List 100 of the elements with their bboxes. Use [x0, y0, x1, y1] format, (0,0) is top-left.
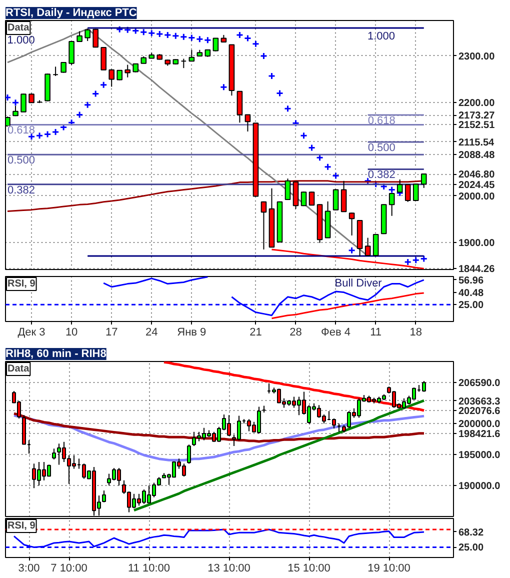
point	[116, 26, 124, 34]
series-label: 0.500	[8, 154, 36, 167]
point	[44, 130, 52, 138]
candlestick	[52, 448, 56, 460]
candlestick	[348, 212, 355, 236]
point	[148, 29, 156, 37]
point	[164, 31, 172, 39]
y-tick-label: 200000.0	[458, 419, 501, 430]
candlestick	[68, 40, 74, 66]
x-tick-label: 21	[250, 326, 262, 338]
point	[84, 101, 92, 109]
x-tick-label: 11	[370, 326, 382, 338]
y-tick-label: 195000.0	[458, 450, 501, 461]
y-tick-label: 2000.00	[458, 191, 496, 202]
point	[412, 256, 420, 264]
point	[276, 89, 284, 97]
x-tick-label: Дек 3	[18, 326, 46, 338]
point	[36, 132, 44, 140]
candlestick	[84, 28, 90, 42]
candlestick	[404, 184, 411, 202]
point	[388, 186, 396, 194]
candlestick	[236, 90, 243, 124]
line-series	[270, 292, 425, 320]
candlestick	[412, 183, 419, 202]
point	[268, 72, 276, 80]
chart-subtitle: Data	[8, 364, 30, 374]
point	[156, 30, 164, 38]
chart-title: RTSI, Daily - Индекс РТС	[6, 7, 137, 19]
point	[188, 34, 196, 42]
candlestick	[180, 58, 187, 69]
y-tick-label: 1900.00	[458, 238, 496, 249]
point	[292, 119, 300, 127]
point	[172, 32, 180, 40]
candlestick	[364, 237, 371, 256]
series-label: 0.618	[368, 115, 396, 128]
point	[204, 36, 212, 44]
candlestick	[292, 181, 299, 210]
x-tick-label: 17	[105, 326, 118, 338]
candlestick	[188, 49, 195, 62]
point	[236, 31, 244, 39]
candlestick	[260, 200, 267, 250]
chart-subtitle: Data	[8, 22, 30, 34]
y-tick-label: 40.48	[458, 288, 484, 300]
point	[220, 83, 228, 91]
x-tick-label: Фев 4	[321, 326, 351, 338]
line-series	[132, 399, 426, 512]
point	[348, 246, 356, 254]
series-label: 0.500	[368, 142, 396, 154]
point	[300, 132, 308, 140]
x-tick-label: Янв 9	[177, 326, 206, 338]
point	[324, 163, 332, 171]
x-tick-label: 24	[146, 326, 158, 338]
y-tick-label: 25.00	[458, 542, 484, 554]
y-tick-label: 190000.0	[458, 481, 501, 492]
y-tick-label: 2115.54	[458, 137, 495, 148]
y-tick-label: 68.32	[458, 527, 484, 538]
point	[404, 258, 412, 266]
annotation: 1.000	[7, 34, 35, 46]
x-tick-label: 15 10:00	[288, 562, 330, 574]
candlestick	[244, 114, 251, 132]
candlestick	[100, 47, 106, 70]
y-tick-label: 2024.45	[458, 180, 496, 191]
candlestick	[187, 444, 191, 464]
candlestick	[332, 188, 339, 210]
y-tick-label: 25.00	[458, 300, 484, 312]
x-tick-label: 13 10:00	[208, 562, 250, 574]
point	[180, 33, 188, 41]
candlestick	[108, 69, 114, 88]
y-tick-label: 2088.48	[458, 150, 496, 162]
candlestick	[76, 30, 82, 42]
x-tick-label: 10	[65, 326, 78, 338]
x-tick-label: 3:00	[18, 562, 40, 574]
point	[12, 98, 20, 106]
y-tick-label: 2173.27	[458, 110, 496, 122]
point	[252, 40, 260, 48]
point	[244, 34, 252, 42]
y-tick-label: 2152.51	[458, 120, 496, 132]
y-tick-label: 56.96	[458, 275, 484, 286]
point	[364, 177, 372, 185]
candlestick	[52, 66, 58, 76]
point	[332, 172, 340, 180]
point	[196, 35, 204, 43]
annotation: 1.000	[367, 30, 396, 42]
point	[380, 182, 388, 190]
line-series	[162, 362, 426, 412]
y-tick-label: 203663.3	[458, 396, 501, 408]
candlestick	[60, 62, 66, 74]
series-label: 0.618	[8, 124, 36, 137]
chart-title: RSI, 9	[8, 278, 36, 290]
y-tick-label: 2046.80	[458, 170, 496, 181]
x-tick-label: 18	[410, 326, 422, 338]
x-tick-label: 19 10:00	[368, 562, 410, 574]
y-tick-label: 202076.6	[458, 406, 501, 418]
point	[92, 90, 100, 98]
y-tick-label: 206590.0	[458, 378, 501, 390]
annotation: Bull Diver	[334, 277, 382, 290]
point	[260, 52, 268, 60]
y-tick-label: 198421.6	[458, 428, 501, 440]
point	[308, 144, 316, 152]
candlestick	[300, 191, 307, 207]
